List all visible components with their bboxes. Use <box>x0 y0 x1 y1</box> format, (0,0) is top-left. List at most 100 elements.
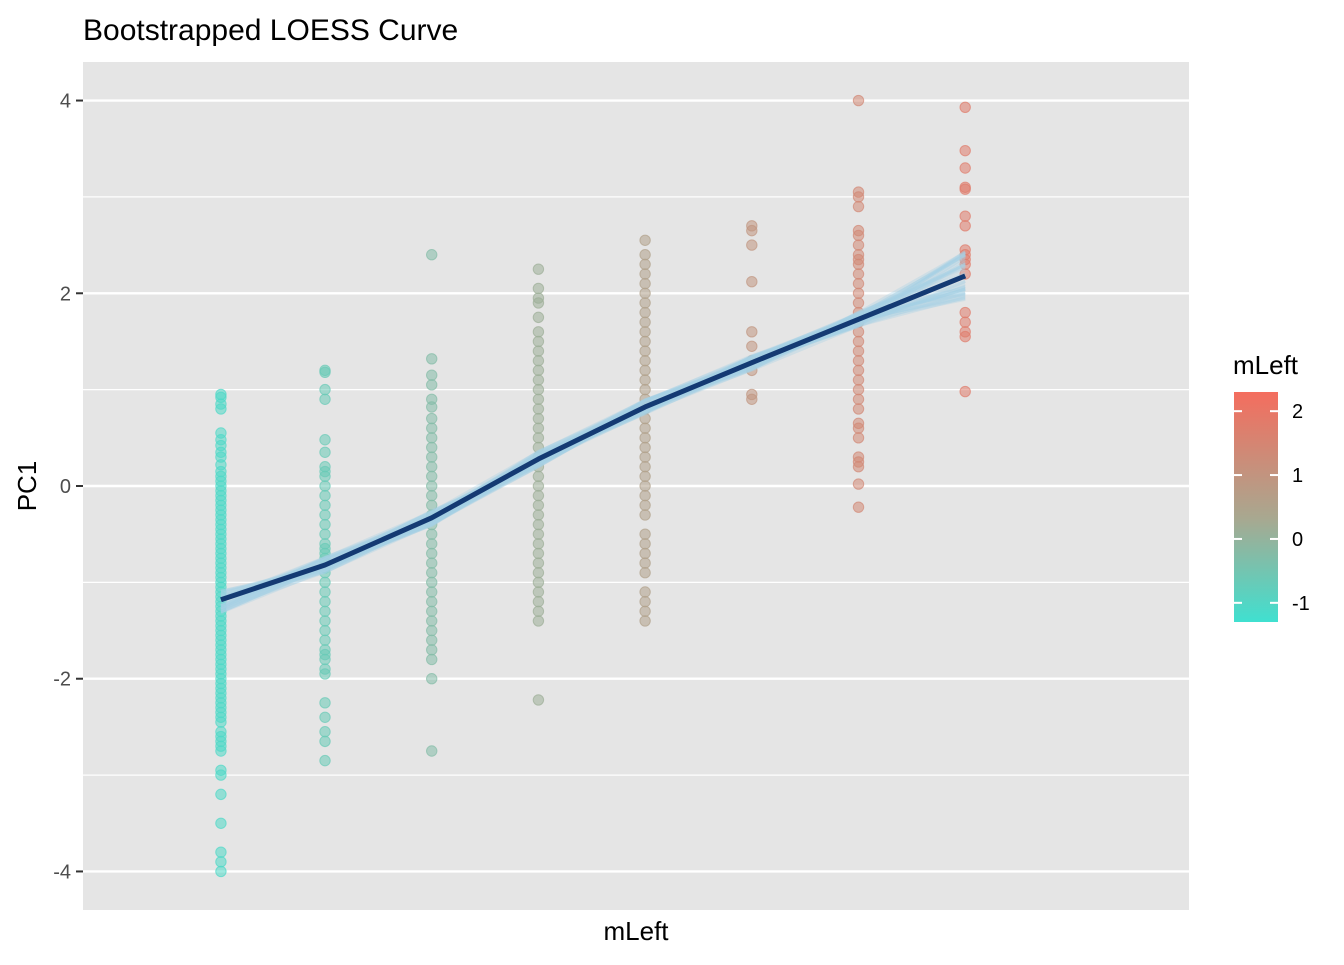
data-point <box>319 605 331 617</box>
data-point <box>639 277 651 290</box>
data-point <box>426 634 438 646</box>
legend-title: mLeft <box>1233 350 1299 380</box>
data-point <box>532 694 545 706</box>
data-point <box>319 615 331 627</box>
data-point <box>639 345 651 357</box>
data-point <box>426 595 438 608</box>
data-point <box>532 393 545 405</box>
data-point <box>426 249 438 261</box>
data-point <box>639 249 651 261</box>
data-point <box>319 518 331 531</box>
data-point <box>319 726 331 738</box>
x-axis-label: mLeft <box>603 916 669 946</box>
y-tick-label: -2 <box>53 669 71 691</box>
data-point <box>852 94 865 107</box>
data-point <box>319 393 331 405</box>
data-point <box>215 403 227 415</box>
y-tick-label: 0 <box>60 476 71 498</box>
y-tick-label: 2 <box>60 283 71 305</box>
legend: mLeft -1 0 1 2 <box>1233 350 1310 622</box>
data-point <box>852 297 865 309</box>
data-point <box>426 401 438 413</box>
data-point <box>852 239 865 251</box>
loess-mean-curve <box>220 273 967 603</box>
data-point <box>426 379 438 391</box>
data-point <box>319 711 331 723</box>
data-point <box>319 434 331 446</box>
data-point <box>852 364 865 377</box>
data-point <box>959 220 971 232</box>
data-point <box>746 340 758 352</box>
data-point <box>639 316 651 328</box>
legend-ticks: -1 0 1 2 <box>1234 401 1310 615</box>
legend-colorbar <box>1234 392 1278 622</box>
data-point <box>426 605 438 617</box>
data-point <box>426 461 438 473</box>
legend-tick-label: -1 <box>1292 593 1310 615</box>
data-point <box>532 374 545 386</box>
data-point <box>532 383 545 396</box>
data-point <box>215 745 227 757</box>
data-point <box>426 412 438 425</box>
data-point <box>532 480 545 492</box>
data-point <box>215 856 227 868</box>
data-point <box>532 412 545 425</box>
data-point <box>319 576 331 589</box>
data-point <box>426 557 438 569</box>
data-point <box>426 353 438 365</box>
data-point <box>852 501 865 513</box>
data-point <box>959 316 971 328</box>
data-point <box>852 383 865 396</box>
data-point <box>215 817 227 829</box>
data-point <box>426 547 438 560</box>
data-point <box>746 239 758 251</box>
data-point <box>852 229 865 242</box>
data-point <box>426 451 438 463</box>
data-point <box>639 567 651 579</box>
data-point <box>319 366 331 378</box>
data-point <box>426 567 438 579</box>
data-point <box>959 183 971 195</box>
data-point <box>319 634 331 646</box>
data-point <box>639 432 651 444</box>
data-point <box>426 586 438 598</box>
legend-tick-label: 0 <box>1292 529 1303 551</box>
data-point <box>532 538 545 550</box>
bootstrap-curves <box>220 250 967 614</box>
chart-title: Bootstrapped LOESS Curve <box>83 14 458 47</box>
data-point <box>639 335 651 348</box>
data-point <box>639 287 651 299</box>
data-point <box>426 644 438 656</box>
data-point <box>852 287 865 299</box>
data-point <box>319 509 331 521</box>
data-point <box>746 393 758 405</box>
data-point <box>532 326 545 338</box>
data-point <box>215 716 227 728</box>
data-point <box>319 480 331 492</box>
data-point <box>639 326 651 338</box>
data-point <box>426 369 438 381</box>
data-point <box>852 461 865 473</box>
data-point <box>532 355 545 367</box>
data-point <box>746 224 758 237</box>
bootstrap-curve <box>220 286 966 603</box>
y-tick-label: -4 <box>53 861 71 883</box>
data-point <box>959 101 971 113</box>
data-point <box>426 576 438 589</box>
data-point <box>746 326 758 338</box>
data-point <box>426 673 438 685</box>
data-point <box>215 865 227 878</box>
data-point <box>532 297 545 309</box>
data-point <box>532 499 545 511</box>
data-point <box>532 345 545 357</box>
scatter-points <box>215 94 971 878</box>
data-point <box>639 615 651 627</box>
data-point <box>639 441 651 454</box>
data-point <box>532 509 545 521</box>
legend-tick-label: 2 <box>1292 401 1303 423</box>
data-point <box>639 470 651 483</box>
data-point <box>639 595 651 608</box>
data-point <box>959 306 971 319</box>
data-point <box>532 422 545 434</box>
data-point <box>426 615 438 627</box>
